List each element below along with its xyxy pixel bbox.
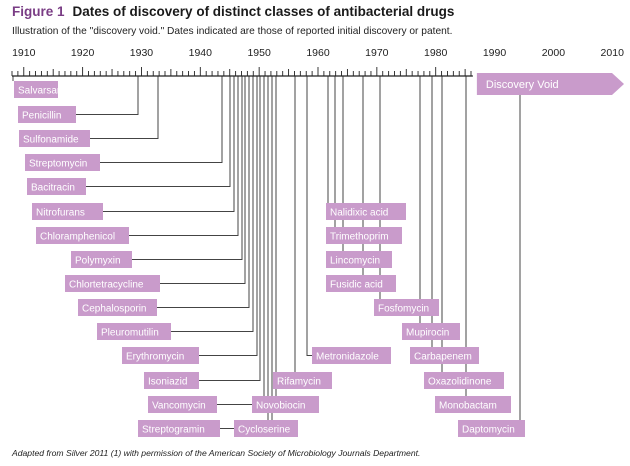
drug-box-isoniazid	[144, 372, 199, 389]
drug-box-cephalosporin	[78, 299, 157, 316]
year-axis: 1910 1920 1930 1940 1950 1960 1970 1980 1990 2000…	[11, 47, 625, 77]
connector-penicillin	[76, 76, 139, 115]
drug-label-daptomycin: Daptomycin	[462, 425, 515, 436]
drug-box-metronidazole	[312, 347, 391, 364]
decade-label-1960: 1960	[306, 47, 330, 59]
drug-label-fosfomycin: Fosfomycin	[378, 304, 429, 315]
drug-box-mupirocin	[402, 323, 460, 340]
drug-label-isoniazid: Isoniazid	[148, 377, 187, 388]
drug-label-mupirocin: Mupirocin	[406, 328, 449, 339]
drug-label-streptomycin: Streptomycin	[29, 159, 87, 170]
drug-label-chloramphenicol: Chloramphenicol	[40, 232, 115, 243]
discovery-void-arrow: Discovery Void	[476, 73, 624, 95]
decade-label-1920: 1920	[71, 47, 95, 59]
drug-label-chlortetracycline: Chlortetracycline	[69, 280, 144, 291]
drug-box-carbapenem	[410, 347, 479, 364]
drug-label-salvarsan: Salvarsan	[18, 86, 62, 97]
drug-box-daptomycin	[458, 420, 525, 437]
drug-box-fusidic-acid	[326, 275, 396, 292]
drug-label-trimethoprim: Trimethoprim	[330, 232, 389, 243]
connector-pleuromutilin	[171, 76, 254, 332]
drug-label-fusidic-acid: Fusidic acid	[330, 280, 383, 291]
drug-label-lincomycin: Lincomycin	[330, 256, 380, 267]
drug-label-cycloserine: Cycloserine	[238, 425, 291, 436]
decade-label-1940: 1940	[189, 47, 213, 59]
discovery-void-band	[476, 73, 624, 95]
connector-polymyxin	[132, 76, 243, 260]
drug-boxes: Salvarsan Penicillin Sulfonamide Streptomyc…	[14, 81, 525, 437]
drug-label-nalidixic-acid: Nalidixic acid	[330, 208, 388, 219]
drug-label-sulfonamide: Sulfonamide	[23, 135, 79, 146]
drug-label-cephalosporin: Cephalosporin	[82, 304, 147, 315]
decade-label-2010: 2010	[601, 47, 625, 59]
drug-box-oxazolidinone	[424, 372, 504, 389]
decade-label-1970: 1970	[365, 47, 389, 59]
connector-streptogramin	[220, 76, 269, 429]
drug-box-polymyxin	[71, 251, 132, 268]
connector-sulfonamide	[90, 76, 159, 139]
drug-label-bacitracin: Bacitracin	[31, 183, 75, 194]
drug-label-penicillin: Penicillin	[22, 111, 61, 122]
drug-box-rifamycin	[273, 372, 332, 389]
drug-label-oxazolidinone: Oxazolidinone	[428, 377, 492, 388]
decade-label-1990: 1990	[483, 47, 507, 59]
drug-box-salvarsan	[14, 81, 58, 98]
connector-chloramphenicol	[129, 76, 239, 236]
drug-label-novobiocin: Novobiocin	[256, 401, 305, 412]
drug-label-streptogramin: Streptogramin	[142, 425, 205, 436]
drug-label-rifamycin: Rifamycin	[277, 377, 321, 388]
drug-box-nitrofurans	[32, 203, 103, 220]
drug-box-bacitracin	[27, 178, 86, 195]
drug-label-erythromycin: Erythromycin	[126, 352, 184, 363]
drug-box-lincomycin	[326, 251, 392, 268]
drug-box-streptomycin	[25, 154, 100, 171]
drug-box-vancomycin	[148, 396, 217, 413]
drug-box-penicillin	[18, 106, 76, 123]
drug-label-metronidazole: Metronidazole	[316, 352, 379, 363]
drug-box-pleuromutilin	[97, 323, 171, 340]
connector-streptomycin	[100, 76, 223, 163]
decade-label-1950: 1950	[247, 47, 271, 59]
decade-label-1980: 1980	[424, 47, 448, 59]
drug-box-chlortetracycline	[65, 275, 160, 292]
drug-label-polymyxin: Polymyxin	[75, 256, 121, 267]
connector-isoniazid	[199, 76, 261, 381]
decade-label-1910: 1910	[12, 47, 36, 59]
drug-box-streptogramin	[138, 420, 220, 437]
drug-label-vancomycin: Vancomycin	[152, 401, 206, 412]
decade-label-2000: 2000	[542, 47, 566, 59]
figure-title: Figure 1 Dates of discovery of distinct c…	[12, 4, 454, 19]
discovery-void-label: Discovery Void	[486, 79, 559, 91]
connector-erythromycin	[199, 76, 258, 356]
connector-cephalosporin	[157, 76, 250, 308]
decade-label-1930: 1930	[130, 47, 154, 59]
drug-label-monobactam: Monobactam	[439, 401, 497, 412]
figure-label: Figure 1	[12, 4, 65, 19]
drug-label-pleuromutilin: Pleuromutilin	[101, 328, 159, 339]
figure-subtitle: Illustration of the "discovery void." Da…	[12, 26, 453, 37]
drug-box-fosfomycin	[374, 299, 439, 316]
drug-box-sulfonamide	[19, 130, 90, 147]
connector-metronidazole	[306, 76, 312, 356]
drug-label-carbapenem: Carbapenem	[414, 352, 472, 363]
drug-label-nitrofurans: Nitrofurans	[36, 208, 85, 219]
connector-chlortetracycline	[160, 76, 246, 284]
figure-footnote: Adapted from Silver 2011 (1) with permis…	[12, 448, 421, 458]
drug-box-chloramphenicol	[36, 227, 129, 244]
drug-box-erythromycin	[122, 347, 199, 364]
drug-box-novobiocin	[252, 396, 319, 413]
drug-box-cycloserine	[234, 420, 298, 437]
drug-box-monobactam	[435, 396, 511, 413]
figure-title-text: Dates of discovery of distinct classes o…	[72, 4, 455, 19]
drug-box-nalidixic-acid	[326, 203, 406, 220]
connector-bacitracin	[86, 76, 231, 187]
connector-nitrofurans	[103, 76, 235, 212]
drug-box-trimethoprim	[326, 227, 402, 244]
